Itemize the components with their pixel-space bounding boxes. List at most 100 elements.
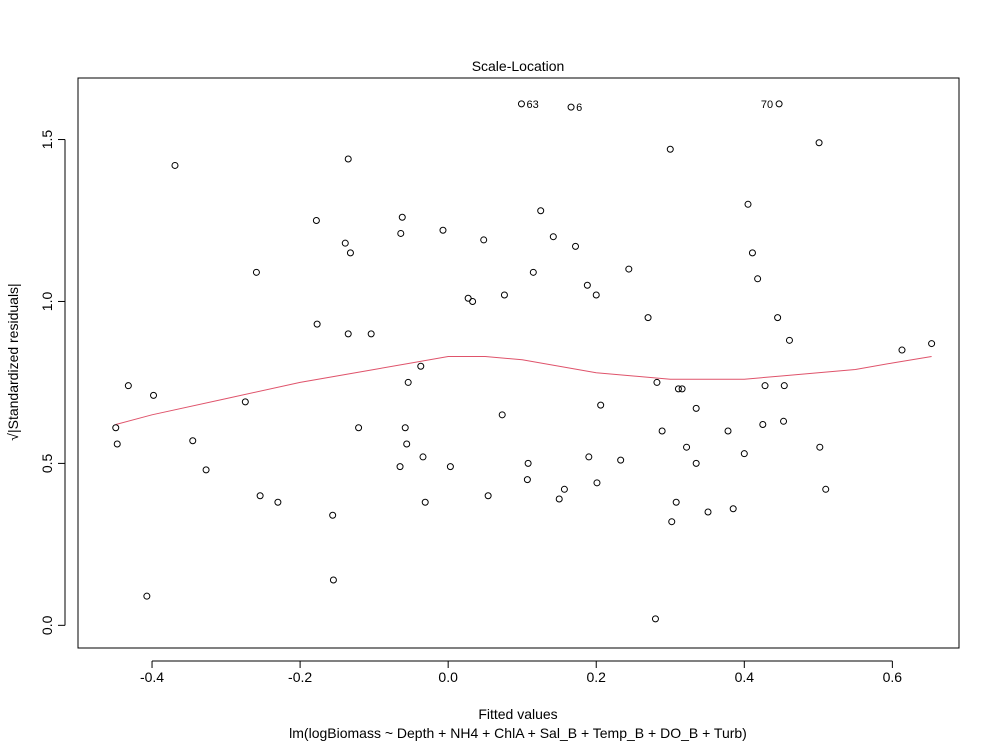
data-point	[593, 479, 601, 487]
data-point	[555, 495, 563, 503]
data-point	[674, 385, 682, 393]
data-point	[439, 226, 447, 234]
data-point	[313, 320, 321, 328]
data-point	[464, 294, 472, 302]
data-point	[724, 427, 732, 435]
data-point	[785, 336, 793, 344]
data-point	[355, 424, 363, 432]
data-point	[398, 213, 406, 221]
data-point	[329, 511, 337, 519]
data-point	[583, 281, 591, 289]
x-tick-label: 0.0	[438, 669, 458, 685]
x-axis: -0.4 -0.2 0.0 0.2 0.4 0.6	[140, 660, 903, 685]
data-point	[672, 498, 680, 506]
data-point	[625, 265, 633, 273]
data-point	[344, 155, 352, 163]
x-axis-label: Fitted values	[478, 706, 557, 722]
data-point	[329, 576, 337, 584]
data-point	[113, 440, 121, 448]
data-point	[417, 362, 425, 370]
y-axis: 0.0 0.5 1.0 1.5	[39, 130, 66, 635]
model-formula-subtitle: lm(logBiomass ~ Depth + NH4 + ChlA + Sal…	[289, 725, 747, 741]
smooth-line	[115, 356, 932, 425]
data-point	[403, 440, 411, 448]
data-point	[189, 437, 197, 445]
data-point	[397, 229, 405, 237]
data-point	[537, 207, 545, 215]
y-tick-label: 0.5	[39, 453, 55, 473]
data-point	[404, 378, 412, 386]
data-point	[124, 382, 132, 390]
data-point	[171, 161, 179, 169]
y-tick-label: 0.0	[39, 615, 55, 635]
data-point	[780, 417, 788, 425]
data-point	[150, 391, 158, 399]
data-point	[312, 217, 320, 224]
data-point	[692, 404, 700, 412]
data-point	[252, 268, 260, 276]
data-point	[549, 233, 557, 241]
data-point	[446, 463, 454, 471]
point-label: 63	[526, 99, 538, 111]
point-label: 6	[576, 102, 582, 114]
data-point	[729, 505, 737, 513]
data-point	[651, 615, 659, 623]
data-point	[143, 592, 151, 600]
data-point	[816, 443, 824, 451]
data-point	[748, 249, 756, 257]
data-point	[241, 398, 249, 406]
data-point	[500, 291, 508, 299]
point-labels-layer: 63 6 70	[526, 99, 773, 114]
data-point	[704, 508, 712, 516]
data-point	[396, 463, 404, 471]
data-point	[644, 314, 652, 322]
data-point	[567, 103, 575, 111]
data-point	[529, 268, 537, 276]
data-point	[202, 466, 210, 474]
data-point	[274, 498, 282, 506]
x-tick-label: 0.2	[587, 669, 607, 685]
data-point	[419, 453, 427, 461]
y-tick-label: 1.0	[39, 292, 55, 312]
data-point	[256, 492, 264, 500]
x-tick-label: 0.6	[883, 669, 903, 685]
x-tick-label: -0.2	[288, 669, 312, 685]
plot-frame	[77, 77, 960, 649]
data-point	[517, 100, 525, 108]
data-point	[774, 314, 782, 322]
smooth-line-layer	[115, 356, 932, 425]
data-point	[658, 427, 666, 435]
y-axis-label: √|Standardized residuals|	[5, 283, 21, 440]
data-point	[480, 236, 488, 244]
data-point	[498, 411, 506, 419]
data-point	[597, 401, 605, 409]
data-point	[469, 297, 477, 305]
x-tick-label: -0.4	[140, 669, 164, 685]
data-point	[666, 145, 674, 153]
data-point	[617, 456, 625, 464]
data-point	[683, 443, 691, 451]
y-tick-label: 1.5	[39, 130, 55, 150]
data-point	[592, 291, 600, 299]
x-tick-label: 0.4	[735, 669, 755, 685]
data-point	[678, 385, 686, 393]
data-point	[754, 275, 762, 283]
point-label: 70	[761, 99, 773, 111]
data-point	[572, 242, 580, 250]
data-point	[484, 492, 492, 500]
data-point	[744, 200, 752, 208]
data-point	[815, 139, 823, 147]
data-point	[928, 340, 936, 348]
data-point	[898, 346, 906, 354]
data-point	[367, 330, 375, 338]
data-point	[775, 100, 783, 108]
data-point	[524, 459, 532, 467]
data-point	[112, 424, 120, 432]
data-point	[560, 485, 568, 493]
data-point	[822, 485, 830, 493]
data-point	[780, 382, 788, 390]
data-point	[653, 378, 661, 386]
data-point	[346, 249, 354, 257]
